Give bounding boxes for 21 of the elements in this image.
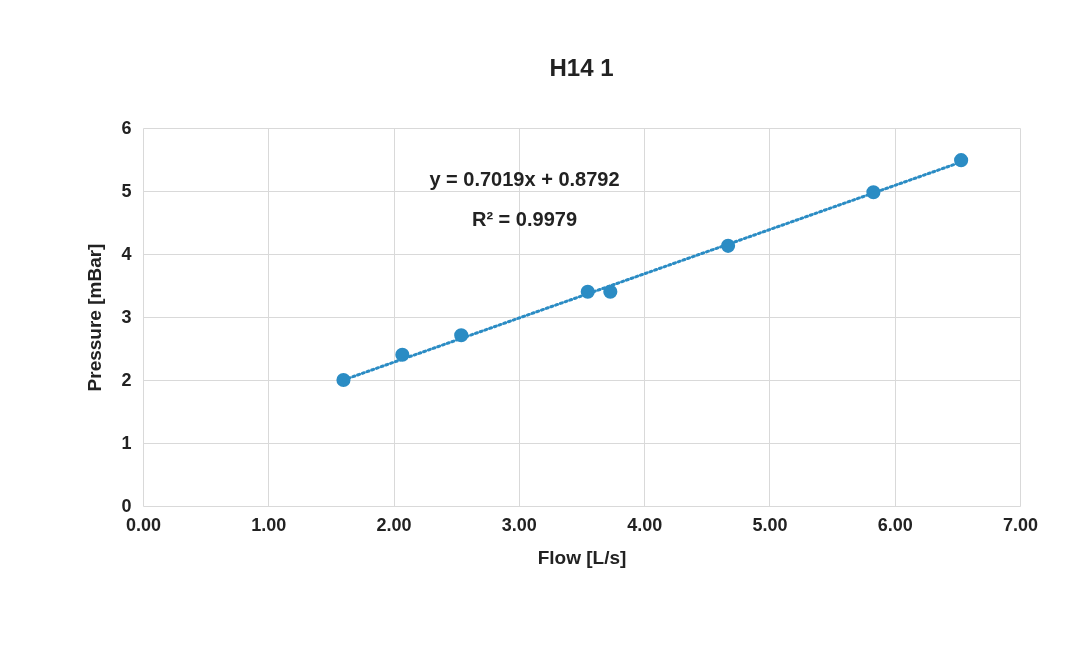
y-axis-title: Pressure [mBar] [84, 243, 106, 392]
annotation: y = 0.7019x + 0.8792 [429, 168, 620, 190]
x-tick-label: 2.00 [376, 514, 412, 535]
point [954, 153, 969, 168]
y-tick-label: 1 [121, 432, 132, 453]
x-tick-label: 3.00 [501, 514, 537, 535]
x-tick-label: 1.00 [251, 514, 287, 535]
annotation: R² = 0.9979 [471, 208, 578, 230]
y-tick-label: 6 [121, 117, 132, 138]
y-tick-label: 3 [121, 306, 132, 327]
x-axis-title: Flow [L/s] [537, 546, 627, 568]
y-tick-label: 5 [121, 180, 132, 201]
x-tick-label: 6.00 [877, 514, 913, 535]
x-tick-label: 4.00 [627, 514, 663, 535]
x-tick-label: 7.00 [1002, 514, 1039, 535]
y-tick-label: 0 [121, 495, 132, 516]
x-tick-label: 0.00 [125, 514, 162, 535]
x-tick-label: 5.00 [752, 514, 788, 535]
y-tick-label: 2 [121, 369, 132, 390]
chart-title: H14 1 [549, 54, 614, 81]
y-tick-label: 4 [121, 243, 132, 264]
